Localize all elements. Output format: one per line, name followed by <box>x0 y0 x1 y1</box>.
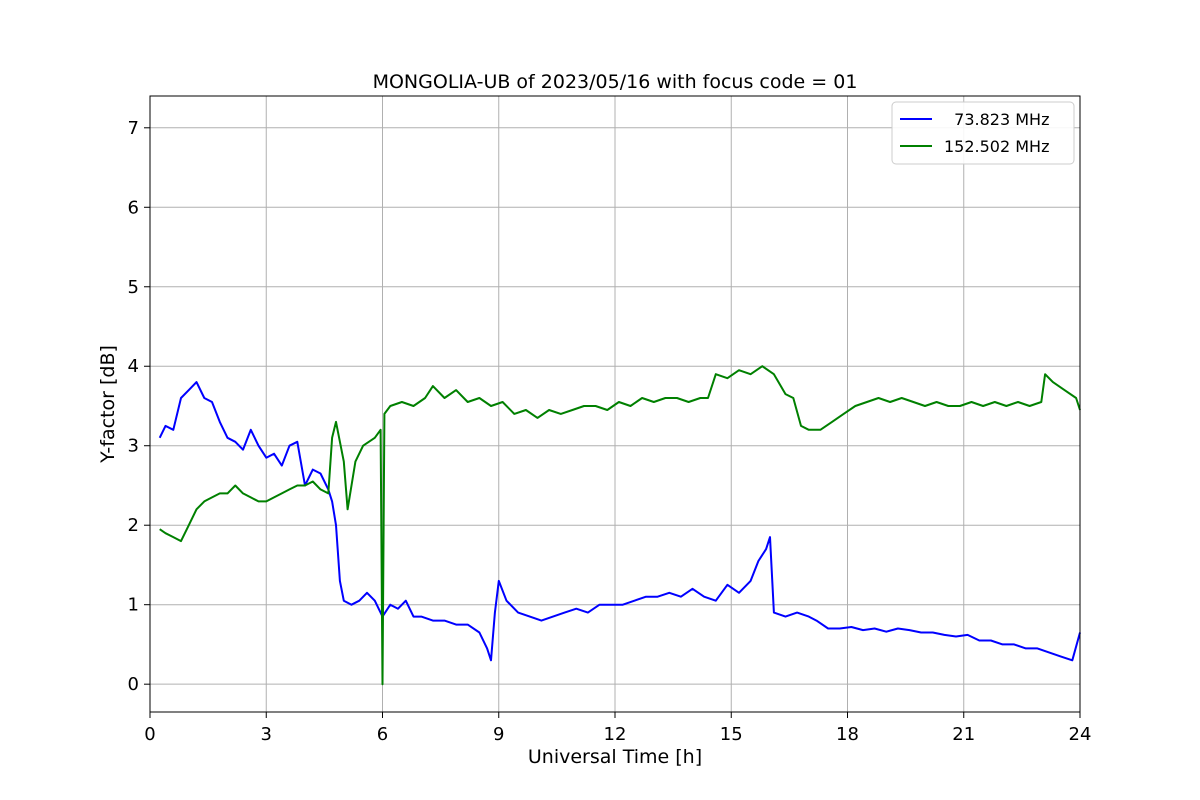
x-tick-label: 21 <box>952 724 975 745</box>
x-tick-label: 24 <box>1069 724 1092 745</box>
chart-title: MONGOLIA-UB of 2023/05/16 with focus cod… <box>373 71 858 93</box>
x-tick-label: 9 <box>493 724 504 745</box>
y-tick-label: 7 <box>128 118 139 139</box>
legend-box <box>891 101 1075 165</box>
legend-label-1: 73.823 MHz <box>944 110 1049 129</box>
x-tick-label: 0 <box>144 724 155 745</box>
x-tick-label: 3 <box>261 724 272 745</box>
y-tick-label: 2 <box>128 515 139 536</box>
y-tick-label: 0 <box>128 674 139 695</box>
series-line-1 <box>158 381 1081 662</box>
y-tick-label: 6 <box>128 197 139 218</box>
series-layer <box>158 365 1081 686</box>
y-tick-label: 3 <box>128 436 139 457</box>
x-tick-label: 15 <box>720 724 743 745</box>
x-axis-label: Universal Time [h] <box>528 746 702 768</box>
legend: 73.823 MHz 152.502 MHz <box>891 101 1075 165</box>
legend-label-2: 152.502 MHz <box>944 137 1049 156</box>
x-tick-label: 12 <box>604 724 627 745</box>
x-tick-label: 6 <box>377 724 388 745</box>
y-tick-label: 1 <box>128 595 139 616</box>
y-tick-label: 4 <box>128 356 139 377</box>
series-line-2 <box>159 365 1081 686</box>
x-tick-label: 18 <box>836 724 859 745</box>
y-axis-label: Y-factor [dB] <box>97 345 119 464</box>
y-tick-label: 5 <box>128 277 139 298</box>
